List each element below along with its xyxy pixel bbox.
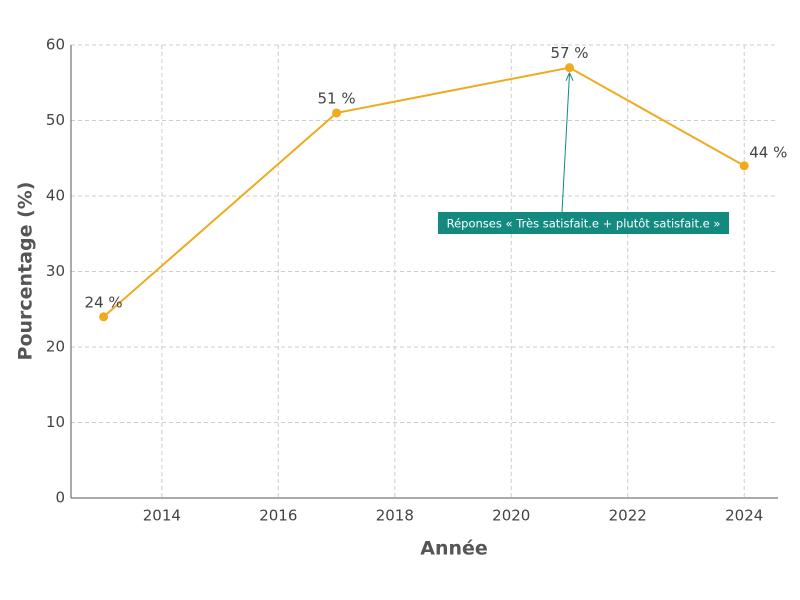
line <box>102 66 745 318</box>
value-label: 57 % <box>550 44 588 62</box>
annotation-arrowhead <box>565 72 574 81</box>
x-tick-label: 2014 <box>143 507 181 525</box>
y-tick-label: 60 <box>46 36 65 54</box>
value-label: 51 % <box>318 89 356 107</box>
y-tick-label: 30 <box>46 262 65 280</box>
annotation-arrow <box>561 73 571 213</box>
point <box>99 312 109 322</box>
value-label: 24 % <box>85 293 123 311</box>
point <box>739 161 749 171</box>
value-label: 44 % <box>749 143 787 161</box>
y-tick-label: 20 <box>46 338 65 356</box>
y-axis-label: Pourcentage (%) <box>15 182 37 361</box>
y-tick-label: 50 <box>46 111 65 129</box>
y-tick-label: 40 <box>46 187 65 205</box>
point <box>332 108 342 118</box>
y-tick-label: 0 <box>55 489 65 507</box>
y-tick-label: 10 <box>46 413 65 431</box>
point <box>565 63 575 73</box>
x-tick-label: 2024 <box>725 507 763 525</box>
annotation-box <box>438 212 729 234</box>
x-tick-label: 2016 <box>259 507 297 525</box>
annotation: Réponses « Très satisfait.e + plutôt sat… <box>447 217 721 231</box>
x-tick-label: 2018 <box>376 507 414 525</box>
x-tick-label: 2020 <box>492 507 530 525</box>
x-axis-label: Année <box>420 538 488 560</box>
x-tick-label: 2022 <box>609 507 647 525</box>
